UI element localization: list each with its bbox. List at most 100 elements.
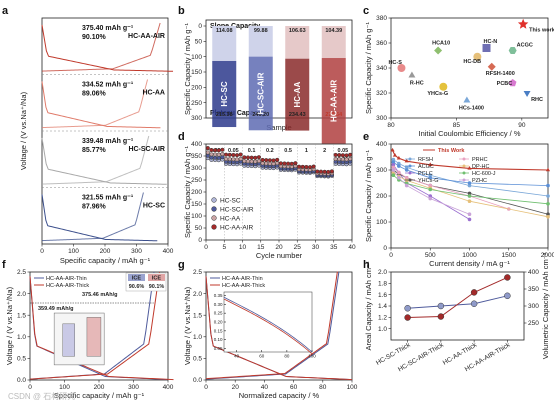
data-point [209,147,214,153]
charge-curve-hc-sc-air [41,135,150,185]
data-point [260,161,265,166]
y-tick-label: 1.4 [378,303,387,310]
y-tick-label: 2.0 [17,291,26,298]
legend-label: HC-AA-AIR [220,224,254,231]
capacity-thick-label: 375.46 mAh/g [82,292,117,298]
y-tick-label: 100 [376,219,387,226]
capacity-thin-label: 359.49 mAh/g [38,306,73,312]
data-point [340,153,345,158]
point-label: HC-S [388,60,402,66]
charge-curve-hc-aa [41,79,149,129]
data-point [271,158,276,163]
legend-label: PCLC [418,171,433,177]
series-line [393,174,549,205]
data-point [267,161,272,166]
y-tick-label: 2.5 [17,269,26,276]
legend-label: HC-AA-AIR-Thin [222,276,263,282]
panel-e-rate-comparison: 0 500 1000 1500 2000 0 100 200 300 400 Current den… [364,141,554,268]
panel-b-capacity-bars: 0 50 100 150 200 250 300 Sample Specific Capacit… [183,19,353,144]
data-point [256,158,261,164]
plateau-bar [212,60,237,128]
x-axis-label: Sample [266,123,291,132]
y-tick-label: 150 [191,201,202,208]
series-label: HC-SC [143,203,165,210]
panel-label-h: h [363,259,370,271]
y-tick-label: 1.6 [378,292,387,299]
y-tick-label: 0.0 [193,377,202,384]
data-point [439,82,448,91]
y-tick-label: 380 [376,15,387,22]
y2-tick-label: 350 [528,286,539,293]
charge-curve [29,271,161,380]
data-point [333,152,338,157]
data-point [234,157,240,162]
slope-value-label: 114.08 [216,28,233,34]
axes-frame [390,17,549,119]
x-tick-label: 400 [163,384,174,391]
rate-label: 0.5 [284,148,292,154]
slope-value-label: 99.88 [254,28,268,34]
panel-label-c: c [363,5,369,17]
data-point [391,163,396,167]
slope-bar [212,26,237,61]
slope-bar [285,26,310,59]
y-tick-label: 300 [191,165,202,172]
legend-label: HC-AA-AIR-Thin [46,276,87,282]
x-tick-label: 85 [453,122,461,129]
data-point [311,164,316,169]
y-axis-label: Specific Capacity / mAh g⁻¹ [364,22,373,114]
series-line [392,150,549,171]
y-tick-label: 400 [191,141,202,148]
data-point [397,170,401,175]
legend-marker [462,157,466,161]
ice-label: 85.77% [82,147,107,154]
data-point [428,162,433,166]
data-point [264,161,269,166]
y-tick-label: 400 [376,141,387,148]
data-point [473,52,482,61]
rate-label: 0.1 [248,148,256,154]
legend-label: HC-AA-AIR-Thick [46,283,89,289]
volumetric-point [437,313,445,320]
volumetric-line [407,276,508,319]
thin-electrode-icon [62,323,75,357]
data-point [487,62,496,71]
x-tick-label: 5 [222,244,226,251]
data-point [391,157,396,162]
data-point [348,152,353,157]
y-tick-label: 1.0 [193,334,202,341]
x-axis-label: Normalized capacity / % [239,391,320,400]
x-axis-label: Specific capacity / mAh g⁻¹ [60,256,151,265]
x-tick-label: 300 [131,248,142,255]
data-point [508,47,517,54]
data-point [213,148,218,153]
data-point [238,152,243,157]
legend-label: RFSH [418,157,433,163]
areal-point [504,292,511,300]
point-label: This work [529,27,554,33]
y-tick-label: 50 [195,39,203,46]
data-point [260,157,265,163]
x-tick-label: 0 [204,384,208,391]
capacity-label: 375.40 mAh g⁻¹ [82,25,134,32]
data-point [282,161,287,166]
ice-label: 87.96% [82,204,107,211]
y-tick-label: 0.5 [17,356,26,363]
inset-y-tick-label: 0.05 [214,346,223,351]
volumetric-point [404,314,411,321]
charge-curve-hc-aa-air [41,22,161,72]
inset-curve [223,298,313,355]
series-line [393,159,549,197]
series-label: HC-AA [142,90,165,97]
inset-y-tick-label: 0.20 [214,320,223,325]
data-point [545,167,551,172]
x-tick-label: 300 [128,384,139,391]
watermark: CSDN @ 石材研究 [8,391,75,401]
volumetric-point [504,274,511,281]
legend-label: PZHC [472,178,487,184]
x-axis-label: Specific capacity / mAh g⁻¹ [54,391,145,400]
y-tick-label: 250 [191,100,202,107]
slope-bar [248,26,273,57]
data-point [404,183,409,188]
panel-label-b: b [178,5,185,17]
